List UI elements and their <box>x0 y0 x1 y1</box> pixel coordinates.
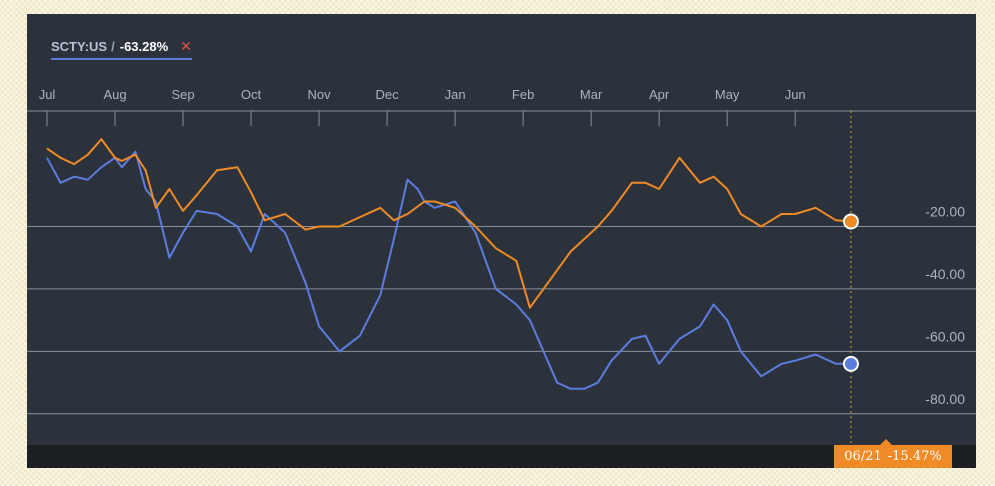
x-tick-label: Feb <box>512 87 534 102</box>
chart-svg[interactable]: Jul Aug Sep Oct Nov Dec Jan Feb Mar Apr May Jun -20.… <box>27 14 976 468</box>
crosshair-badge: 06/21 -15.47% <box>834 445 952 468</box>
y-tick-label: -40.00 <box>925 266 965 282</box>
x-tick-label: Aug <box>103 87 126 102</box>
y-tick-label: -20.00 <box>925 203 965 219</box>
series-line-scty <box>46 150 851 390</box>
x-tick-label: May <box>715 87 740 102</box>
badge-date: 06/21 <box>844 449 882 464</box>
x-tick-label: Dec <box>376 87 400 102</box>
series-legend[interactable]: SCTY:US / -63.28% ✕ <box>51 38 192 60</box>
x-tick-label: Jul <box>39 87 56 102</box>
chart-panel: Jul Aug Sep Oct Nov Dec Jan Feb Mar Apr May Jun -20.… <box>27 14 976 468</box>
date-strip <box>27 445 976 468</box>
endpoint-marker-scty <box>842 355 859 372</box>
badge-value: -15.47% <box>887 449 942 464</box>
x-tick-label: Mar <box>580 87 603 102</box>
legend-separator: / <box>111 39 115 54</box>
endpoint-marker-compare <box>842 213 859 230</box>
y-tick-label: -60.00 <box>925 328 965 344</box>
x-tick-label: Sep <box>171 87 194 102</box>
legend-symbol[interactable]: SCTY:US <box>51 39 108 54</box>
y-tick-label: -80.00 <box>925 391 965 407</box>
series-line-compare <box>46 138 851 309</box>
x-tick-label: Jun <box>785 87 806 102</box>
x-tick-label: Nov <box>308 87 332 102</box>
remove-series-icon[interactable]: ✕ <box>180 38 192 54</box>
x-tick-label: Jan <box>445 87 466 102</box>
x-tick-label: Apr <box>649 87 670 102</box>
legend-change: -63.28% <box>119 39 169 54</box>
x-tick-label: Oct <box>241 87 262 102</box>
badge-caret <box>880 439 892 445</box>
